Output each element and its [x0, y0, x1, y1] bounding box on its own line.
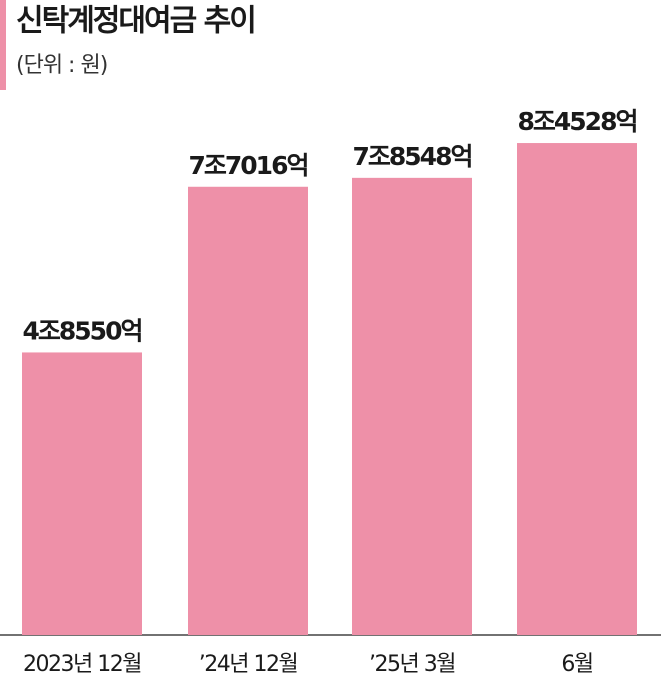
bar — [517, 143, 637, 635]
chart-subtitle: (단위 : 원) — [16, 53, 107, 78]
value-label: 8조4528억 — [518, 107, 637, 136]
x-tick-label: ’25년 3월 — [369, 652, 455, 677]
bar — [22, 352, 142, 635]
x-tick-label: ’24년 12월 — [199, 652, 298, 677]
value-label: 7조8548억 — [353, 142, 472, 171]
x-tick-label: 6월 — [561, 652, 592, 677]
x-tick-label: 2023년 12월 — [23, 652, 141, 677]
bar — [188, 186, 308, 635]
accent-bar — [0, 0, 6, 90]
value-label: 4조8550억 — [23, 316, 142, 345]
chart-title: 신탁계정대여금 추이 — [16, 4, 255, 39]
bar — [352, 177, 472, 635]
value-label: 7조7016억 — [189, 151, 308, 180]
